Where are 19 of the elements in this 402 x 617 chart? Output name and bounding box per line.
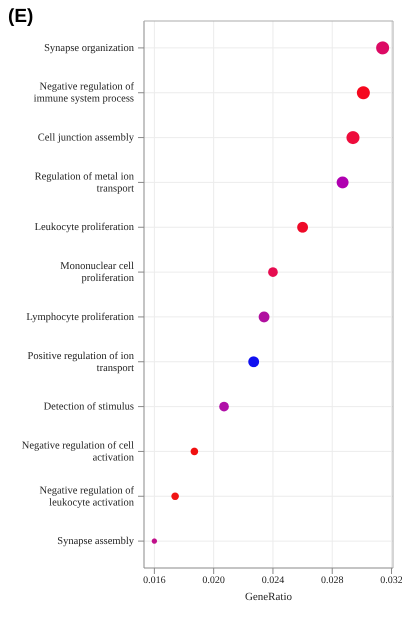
y-tick-label: Mononuclear cell proliferation <box>60 260 135 284</box>
y-tick-label: Synapse organization <box>44 42 135 54</box>
x-tick-label: 0.024 <box>262 575 284 586</box>
y-tick-label: Synapse assembly <box>57 536 135 547</box>
x-axis-title: GeneRatio <box>244 591 293 603</box>
x-tick-label: 0.020 <box>202 575 225 586</box>
x-tick-label: 0.028 <box>320 575 344 586</box>
y-tick-label: Negative regulation of immune system process <box>34 81 134 104</box>
chart-title: (E) <box>8 6 34 27</box>
y-tick-label: Positive regulation of ion transport <box>28 350 135 374</box>
y-tick-label: Lymphocyte proliferation <box>26 311 135 322</box>
y-tick-label: Negative regulation of cell activation <box>22 440 135 463</box>
y-tick-label: Regulation of metal ion transport <box>34 170 135 194</box>
x-tick-label: 0.016 <box>143 575 166 586</box>
y-tick-label: Cell junction assembly <box>38 132 135 144</box>
y-tick-label: Leukocyte proliferation <box>34 222 135 233</box>
y-tick-label: Negative regulation of leukocyte activation <box>40 484 135 508</box>
y-tick-label: Detection of stimulus <box>44 401 134 412</box>
x-tick-label: 0.032 <box>380 575 402 586</box>
